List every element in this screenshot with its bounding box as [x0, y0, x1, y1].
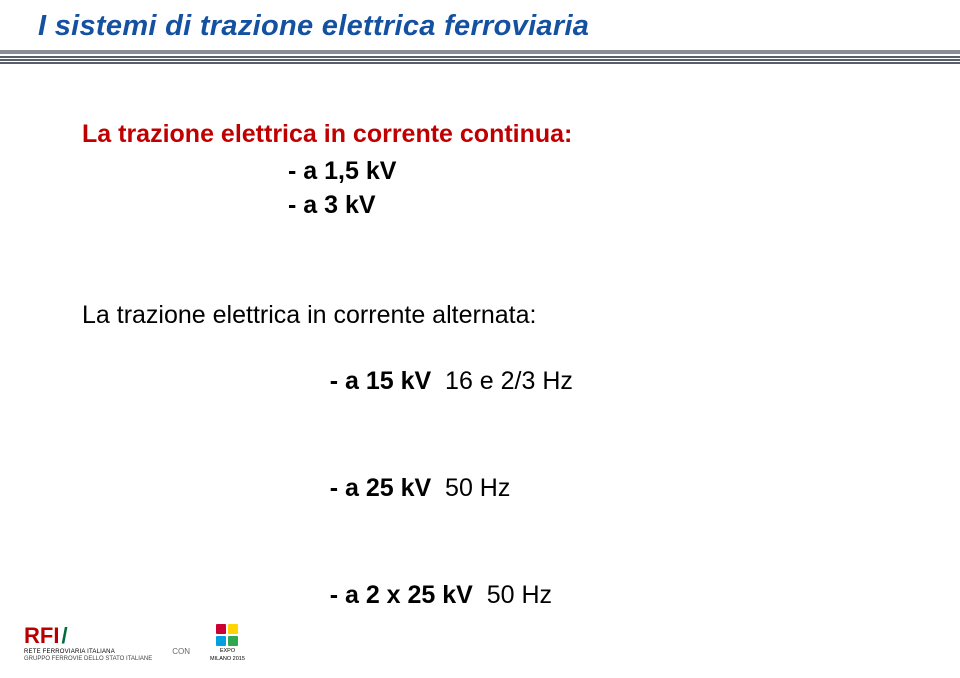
footer: RFI / RETE FERROVIARIA ITALIANA GRUPPO F…: [24, 624, 245, 662]
content-area: La trazione elettrica in corrente contin…: [0, 72, 960, 639]
con-label: CON: [172, 647, 190, 662]
ac-bullet-2-suffix: 50 Hz: [431, 474, 510, 502]
ac-bullet-3: - a 2 x 25 kV 50 Hz: [288, 552, 888, 639]
section-gap: [82, 223, 888, 301]
dc-bullet-2-value: 3 kV: [324, 191, 375, 219]
ac-bullet-3-prefix: - a: [330, 581, 366, 609]
rfi-mark: RFI /: [24, 625, 68, 647]
ac-bullet-1: - a 15 kV 16 e 2/3 Hz: [288, 338, 888, 425]
rfi-subtitle-2: GRUPPO FERROVIE DELLO STATO ITALIANE: [24, 656, 152, 662]
ac-bullet-1-value: 15 kV: [366, 367, 431, 395]
expo-sub-2: MILANO 2015: [210, 656, 245, 662]
expo-cell-2: [228, 624, 238, 634]
header-rule-thick: [0, 50, 960, 54]
dc-section-label: La trazione elettrica in corrente contin…: [82, 120, 888, 149]
ac-bullet-2: - a 25 kV 50 Hz: [288, 445, 888, 532]
ac-bullet-2-value: 25 kV: [366, 474, 431, 502]
ac-bullet-2-prefix: - a: [330, 474, 366, 502]
expo-cell-4: [228, 636, 238, 646]
dc-bullet-2: - a 3 kV: [288, 189, 888, 223]
rfi-logo: RFI / RETE FERROVIARIA ITALIANA GRUPPO F…: [24, 625, 152, 662]
ac-bullet-3-value: 2 x 25 kV: [366, 581, 473, 609]
dc-bullet-2-prefix: - a: [288, 191, 324, 219]
expo-grid-icon: [216, 624, 238, 646]
ac-bullets: - a 15 kV 16 e 2/3 Hz - a 25 kV 50 Hz - …: [82, 338, 888, 639]
rfi-slash-icon: /: [61, 625, 67, 647]
expo-logo: EXPO MILANO 2015: [210, 624, 245, 662]
expo-sub-1: EXPO: [220, 648, 235, 654]
ac-bullet-3-suffix: 50 Hz: [473, 581, 552, 609]
expo-cell-1: [216, 624, 226, 634]
header-rule-thin-1: [0, 56, 960, 58]
page-title: I sistemi di trazione elettrica ferrovia…: [38, 10, 589, 43]
ac-section-label: La trazione elettrica in corrente altern…: [82, 301, 888, 330]
rfi-subtitle-1: RETE FERROVIARIA ITALIANA: [24, 649, 115, 655]
dc-bullet-1-prefix: - a: [288, 157, 324, 185]
ac-bullet-1-suffix: 16 e 2/3 Hz: [431, 367, 573, 395]
dc-bullets: - a 1,5 kV - a 3 kV: [82, 155, 888, 223]
rfi-text-icon: RFI: [24, 625, 59, 647]
ac-bullet-1-prefix: - a: [330, 367, 366, 395]
expo-cell-3: [216, 636, 226, 646]
header-rule-thin-2: [0, 59, 960, 61]
dc-bullet-1-value: 1,5 kV: [324, 157, 396, 185]
header-band: I sistemi di trazione elettrica ferrovia…: [0, 0, 960, 72]
header-rule-thin-3: [0, 62, 960, 64]
dc-bullet-1: - a 1,5 kV: [288, 155, 888, 189]
